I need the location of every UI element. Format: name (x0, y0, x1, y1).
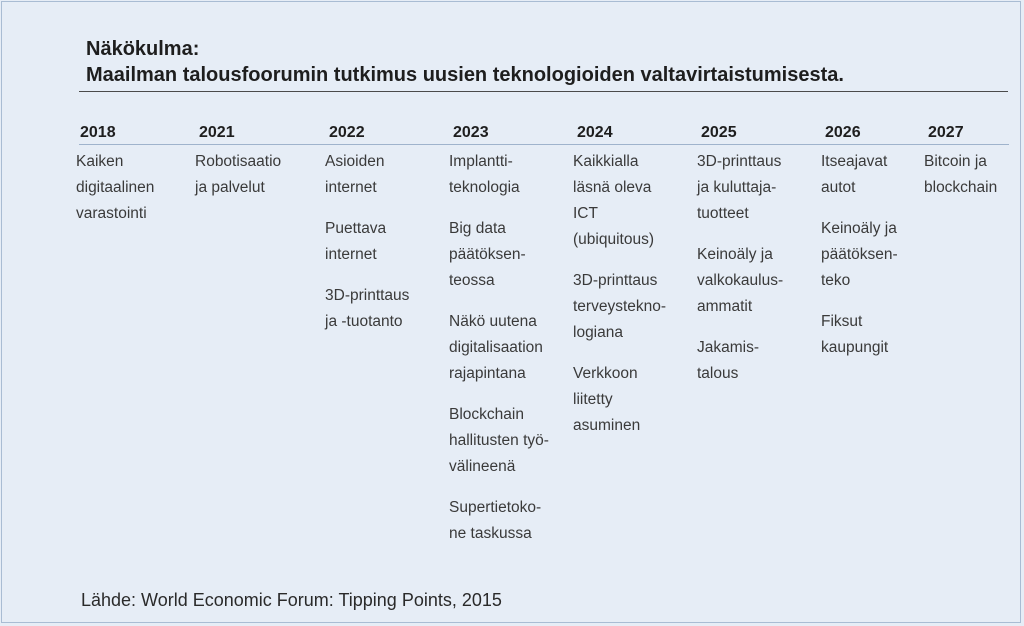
technology-item: Big data päätöksen- teossa (449, 220, 526, 289)
technology-item: Verkkoon liitetty asuminen (573, 365, 641, 434)
technology-item: Keinoäly ja valkokaulus- ammatit (697, 246, 784, 315)
title-divider (79, 91, 1008, 92)
title-line-1: Näkökulma: (86, 38, 200, 60)
column-2022: 2022 Asioiden internet Puettava internet… (325, 123, 409, 350)
column-2023: 2023 Implantti- teknologia Big data päät… (449, 123, 549, 562)
year-divider (79, 144, 1009, 145)
column-2024: 2024 Kaikkialla läsnä oleva ICT (ubiquit… (573, 123, 666, 454)
year-label: 2025 (701, 124, 737, 141)
column-2025: 2025 3D-printtaus ja kuluttaja- tuotteet… (697, 123, 783, 402)
source-note: Lähde: World Economic Forum: Tipping Poi… (81, 590, 502, 610)
title-line-2: Maailman talousfoorumin tutkimus uusien … (86, 64, 844, 86)
year-label: 2027 (928, 124, 964, 141)
technology-item: Asioiden internet (325, 153, 385, 196)
year-label: 2023 (453, 124, 489, 141)
technology-item: Keinoäly ja päätöksen- teko (821, 220, 898, 289)
year-label: 2024 (577, 124, 613, 141)
technology-item: Blockchain hallitusten työ- välineenä (449, 406, 549, 475)
column-2018: 2018 Kaiken digitaalinen varastointi (76, 123, 154, 242)
year-label: 2018 (80, 124, 116, 141)
technology-item: 3D-printtaus terveystekno- logiana (573, 272, 667, 341)
column-2027: 2027 Bitcoin ja blockchain (924, 123, 997, 216)
technology-item: Jakamis- talous (697, 339, 760, 382)
column-2026: 2026 Itseajavat autot Keinoäly ja päätök… (821, 123, 898, 376)
technology-item: Supertietoko- ne taskussa (449, 499, 542, 542)
technology-item: Fiksut kaupungit (821, 313, 889, 356)
technology-item: 3D-printtaus ja -tuotanto (325, 287, 410, 330)
technology-item: Implantti- teknologia (449, 153, 520, 196)
technology-item: Kaiken digitaalinen varastointi (76, 153, 155, 222)
technology-item: 3D-printtaus ja kuluttaja- tuotteet (697, 153, 782, 222)
technology-item: Itseajavat autot (821, 153, 888, 196)
year-label: 2026 (825, 124, 861, 141)
infographic-title: Näkökulma: Maailman talousfoorumin tutki… (86, 36, 844, 88)
technology-item: Puettava internet (325, 220, 387, 263)
column-2021: 2021 Robotisaatio ja palvelut (195, 123, 281, 216)
year-label: 2021 (199, 124, 235, 141)
year-label: 2022 (329, 124, 365, 141)
technology-item: Robotisaatio ja palvelut (195, 153, 282, 196)
technology-item: Bitcoin ja blockchain (924, 153, 998, 196)
technology-item: Näkö uutena digitalisaation rajapintana (449, 313, 543, 382)
technology-item: Kaikkialla läsnä oleva ICT (ubiquitous) (573, 153, 654, 248)
